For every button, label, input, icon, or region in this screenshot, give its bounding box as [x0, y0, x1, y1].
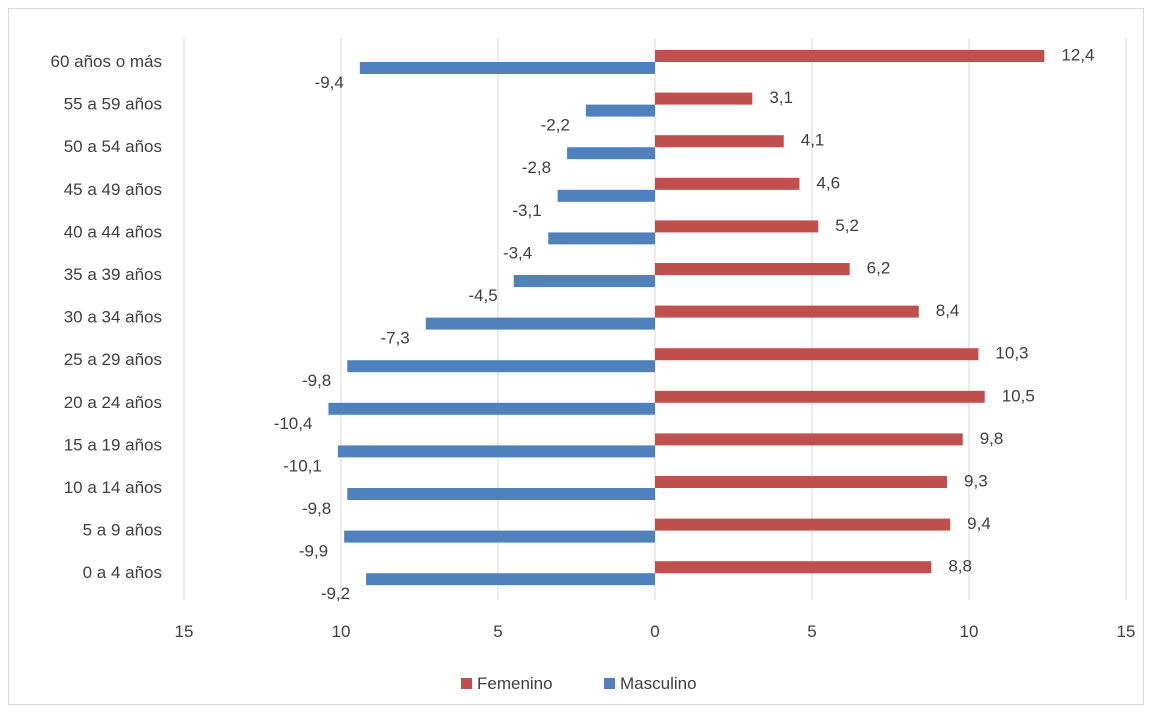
data-label-masculino: -9,2	[321, 584, 350, 603]
bar-femenino	[655, 561, 931, 573]
bar-femenino	[655, 220, 818, 232]
legend-swatch-masculino	[604, 678, 615, 689]
bar-femenino	[655, 263, 850, 275]
x-tick-label: 10	[960, 622, 979, 641]
bar-masculino	[558, 190, 655, 202]
data-label-femenino: 3,1	[769, 88, 793, 107]
legend: Femenino Masculino	[461, 674, 697, 693]
x-tick-label: 10	[332, 622, 351, 641]
data-label-femenino: 8,8	[948, 557, 972, 576]
bar-masculino	[548, 232, 655, 244]
data-label-femenino: 5,2	[835, 216, 859, 235]
x-tick-label: 5	[493, 622, 502, 641]
category-label: 50 a 54 años	[64, 137, 162, 156]
data-label-femenino: 10,3	[995, 344, 1028, 363]
data-label-femenino: 6,2	[867, 259, 891, 278]
category-label: 30 a 34 años	[64, 308, 162, 327]
data-label-masculino: -10,4	[274, 414, 313, 433]
category-label: 0 a 4 años	[83, 563, 162, 582]
data-label-masculino: -9,8	[302, 499, 331, 518]
bar-masculino	[347, 360, 655, 372]
category-label: 45 a 49 años	[64, 180, 162, 199]
data-label-masculino: -2,2	[541, 116, 570, 135]
x-tick-label: 0	[650, 622, 659, 641]
bar-masculino	[514, 275, 655, 287]
bar-femenino	[655, 93, 752, 105]
x-tick-label: 15	[1117, 622, 1136, 641]
bar-femenino	[655, 519, 950, 531]
bar-femenino	[655, 135, 784, 147]
category-labels: 60 años o más 55 a 59 años 50 a 54 años 45 …	[50, 52, 162, 582]
bar-femenino	[655, 348, 978, 360]
bar-femenino	[655, 178, 799, 190]
data-label-masculino: -3,4	[503, 243, 532, 262]
data-label-femenino: 10,5	[1002, 386, 1035, 405]
category-label: 15 a 19 años	[64, 435, 162, 454]
bar-femenino	[655, 306, 919, 318]
bar-masculino	[347, 488, 655, 500]
data-label-masculino: -2,8	[522, 158, 551, 177]
data-label-femenino: 9,3	[964, 472, 988, 491]
bar-femenino	[655, 433, 963, 445]
legend-swatch-femenino	[461, 678, 472, 689]
bar-masculino	[344, 531, 655, 543]
category-label: 40 a 44 años	[64, 222, 162, 241]
data-label-masculino: -9,4	[315, 73, 344, 92]
bar-masculino	[366, 573, 655, 585]
legend-label-femenino: Femenino	[477, 674, 553, 693]
data-label-masculino: -9,9	[299, 542, 328, 561]
data-label-femenino: 8,4	[936, 301, 960, 320]
data-label-femenino: 9,4	[967, 514, 991, 533]
category-label: 20 a 24 años	[64, 393, 162, 412]
data-label-femenino: 9,8	[980, 429, 1004, 448]
category-label: 5 a 9 años	[83, 521, 162, 540]
data-label-masculino: -10,1	[283, 456, 322, 475]
data-label-femenino: 4,6	[816, 173, 840, 192]
x-tick-label: 15	[175, 622, 194, 641]
data-label-masculino: -9,8	[302, 371, 331, 390]
bar-masculino	[586, 105, 655, 117]
data-label-masculino: -3,1	[512, 201, 541, 220]
data-label-femenino: 4,1	[801, 131, 825, 150]
bar-femenino	[655, 476, 947, 488]
data-label-masculino: -7,3	[380, 329, 409, 348]
bar-masculino	[567, 147, 655, 159]
data-label-masculino: -4,5	[468, 286, 497, 305]
category-label: 25 a 29 años	[64, 350, 162, 369]
bar-masculino	[360, 62, 655, 74]
bar-femenino	[655, 50, 1044, 62]
bar-masculino	[338, 445, 655, 457]
category-label: 60 años o más	[50, 52, 162, 71]
x-tick-label: 5	[807, 622, 816, 641]
data-label-femenino: 12,4	[1061, 46, 1094, 65]
category-label: 10 a 14 años	[64, 478, 162, 497]
bar-masculino	[426, 318, 655, 330]
bar-femenino	[655, 391, 985, 403]
legend-label-masculino: Masculino	[620, 674, 697, 693]
bar-masculino	[328, 403, 655, 415]
category-label: 55 a 59 años	[64, 95, 162, 114]
x-tick-labels: 15 10 5 0 5 10 15	[175, 622, 1136, 641]
category-label: 35 a 39 años	[64, 265, 162, 284]
